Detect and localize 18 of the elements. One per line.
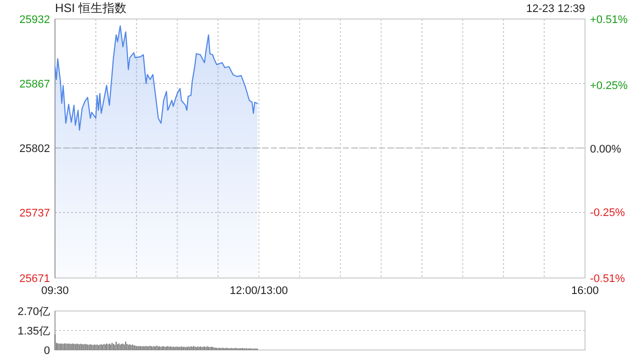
y-tick-label: 25671 [19, 273, 50, 285]
y-tick-label: 25802 [19, 143, 50, 156]
y-tick-label: 25932 [19, 14, 50, 26]
y2-tick-label: -0.51% [590, 273, 626, 285]
y2-tick-label: +0.51% [590, 14, 628, 26]
y2-tick-label: +0.25% [590, 80, 628, 92]
y-tick-label: 25867 [19, 78, 50, 90]
y-tick-label: 1.35亿 [18, 326, 50, 338]
x-tick-label: 09:30 [41, 285, 69, 297]
y2-tick-label: 0.00% [590, 144, 622, 156]
y2-tick-label: -0.25% [590, 206, 626, 219]
y-tick-label: 2.70亿 [18, 306, 50, 318]
x-tick-label: 16:00 [571, 285, 599, 297]
y-tick-label: 0 [44, 345, 50, 357]
chart-title: HSI 恒生指数 [55, 1, 126, 15]
text: 12-23 12:39 [526, 3, 585, 15]
x-tick-label: 12:00/13:00 [230, 285, 288, 297]
y-tick-label: 25737 [19, 208, 50, 220]
